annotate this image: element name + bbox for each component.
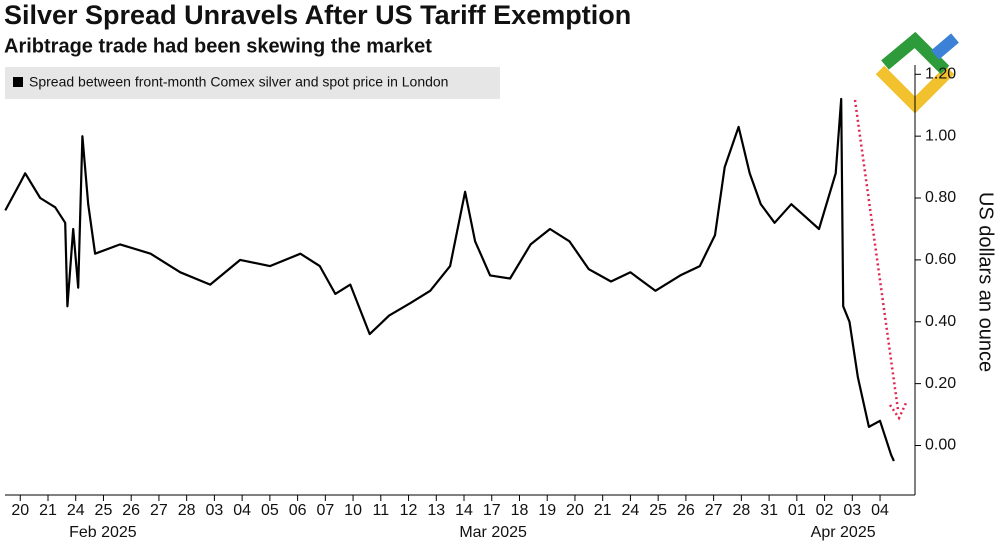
- x-tick-label: 17: [483, 502, 501, 519]
- arrow-head: [888, 402, 908, 421]
- y-tick-label: 0.40: [925, 313, 956, 330]
- month-label: Feb 2025: [69, 524, 137, 541]
- y-tick-label: 0.00: [925, 437, 956, 454]
- x-tick-label: 03: [843, 502, 861, 519]
- y-tick-label: 1.00: [925, 127, 956, 144]
- x-tick-label: 11: [373, 502, 390, 519]
- x-tick-label: 24: [622, 502, 640, 519]
- month-label: Apr 2025: [811, 524, 876, 541]
- x-tick-label: 13: [427, 502, 445, 519]
- y-tick-label: 0.20: [925, 375, 956, 392]
- x-tick-label: 21: [594, 502, 612, 519]
- x-tick-label: 26: [122, 502, 140, 519]
- x-tick-label: 25: [649, 502, 667, 519]
- x-tick-label: 02: [816, 502, 834, 519]
- x-tick-label: 12: [400, 502, 418, 519]
- x-tick-label: 04: [871, 502, 889, 519]
- x-tick-label: 27: [705, 502, 723, 519]
- y-tick-label: 0.80: [925, 189, 956, 206]
- x-tick-label: 05: [261, 502, 279, 519]
- x-tick-label: 20: [566, 502, 584, 519]
- x-tick-label: 21: [39, 502, 57, 519]
- x-tick-label: 19: [538, 502, 556, 519]
- x-tick-label: 10: [344, 502, 362, 519]
- x-tick-label: 31: [760, 502, 778, 519]
- x-tick-label: 28: [178, 502, 196, 519]
- chart-subtitle: Aribtrage trade had been skewing the mar…: [4, 35, 432, 57]
- chart-title: Silver Spread Unravels After US Tariff E…: [4, 0, 631, 30]
- series-line: [4, 97, 895, 462]
- y-tick-label: 0.60: [925, 251, 956, 268]
- x-tick-label: 28: [732, 502, 750, 519]
- x-tick-label: 07: [316, 502, 334, 519]
- legend-box: [5, 67, 500, 99]
- x-tick-label: 26: [677, 502, 695, 519]
- x-tick-label: 20: [11, 502, 29, 519]
- x-tick-label: 01: [788, 502, 806, 519]
- x-tick-label: 03: [206, 502, 224, 519]
- y-tick-label: 1.20: [925, 65, 956, 82]
- x-tick-label: 04: [233, 502, 251, 519]
- x-tick-label: 06: [289, 502, 307, 519]
- x-tick-label: 27: [150, 502, 168, 519]
- month-label: Mar 2025: [459, 524, 527, 541]
- legend-swatch: [13, 77, 23, 87]
- legend-label: Spread between front-month Comex silver …: [29, 74, 448, 90]
- x-tick-label: 14: [455, 502, 473, 519]
- trend-arrow: [853, 99, 900, 411]
- x-tick-label: 18: [511, 502, 529, 519]
- y-axis-label: US dollars an ounce: [975, 192, 997, 372]
- x-tick-label: 25: [95, 502, 113, 519]
- x-tick-label: 24: [67, 502, 85, 519]
